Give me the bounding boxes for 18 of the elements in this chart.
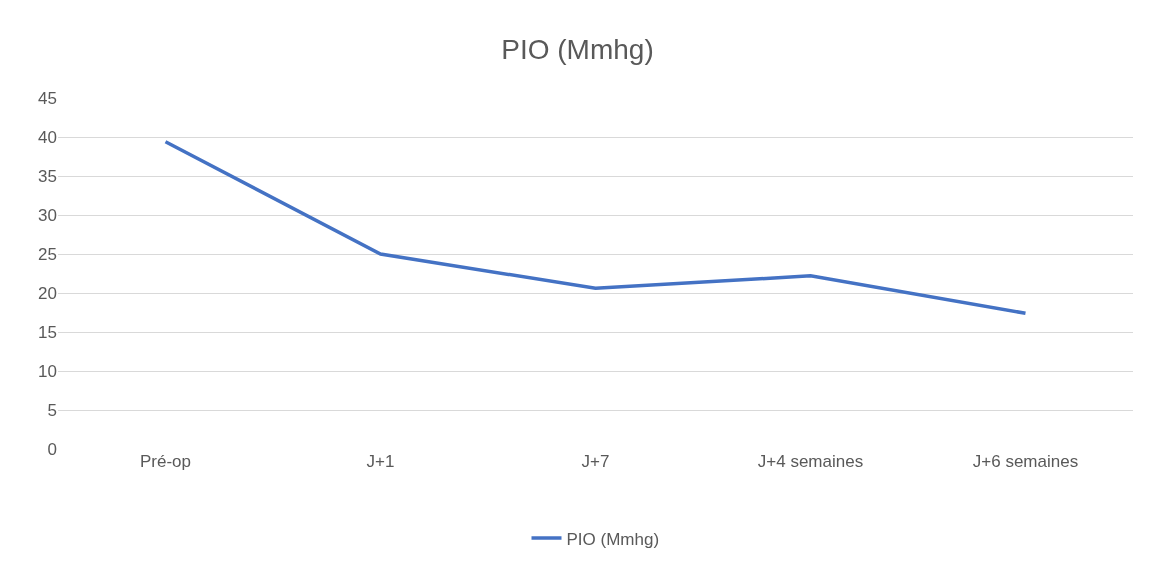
y-tick-label: 20 [38,283,57,303]
x-tick-label: J+6 semaines [972,452,1079,471]
x-tick-label: Pré-op [139,452,192,471]
legend-label: PIO (Mmhg) [566,529,660,549]
y-tick-label: 10 [38,361,57,381]
y-tick-label: 5 [47,400,57,420]
y-tick-label: 40 [38,127,57,147]
x-tick-label: J+1 [366,452,395,471]
y-tick-label: 25 [38,244,57,264]
y-tick-label: 0 [47,439,57,459]
y-tick-label: 30 [38,205,57,225]
x-tick-label: J+7 [581,452,610,471]
chart-title: PIO (Mmhg) [501,34,654,66]
y-tick-label: 45 [38,88,57,108]
line-series [163,139,1028,316]
y-tick-label: 35 [38,166,57,186]
y-tick-label: 15 [38,322,57,342]
x-tick-label: J+4 semaines [757,452,864,471]
